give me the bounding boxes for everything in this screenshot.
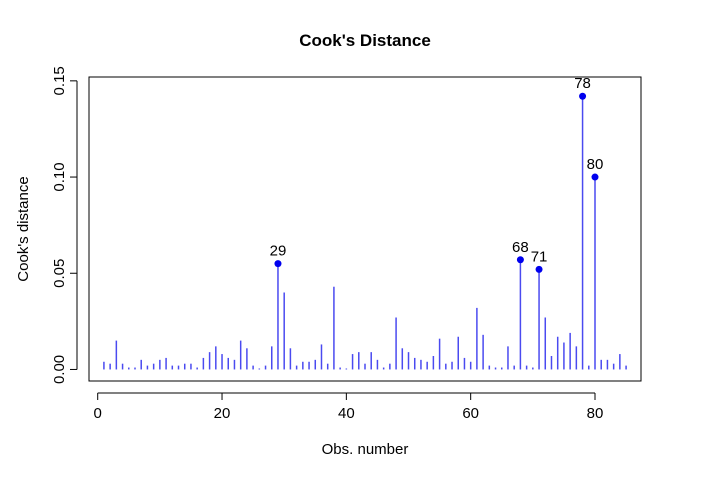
- point-label: 80: [587, 156, 604, 173]
- x-axis: 0 20 40 60 80: [94, 392, 604, 422]
- y-tick-label: 0.15: [51, 66, 68, 95]
- bars-group: [103, 96, 627, 370]
- x-axis-label: Obs. number: [322, 441, 409, 458]
- y-axis-label: Cook's distance: [15, 176, 32, 281]
- plot-frame: [88, 76, 642, 382]
- point-label: 29: [270, 243, 287, 260]
- chart-title: Cook's Distance: [299, 31, 431, 50]
- point-label: 71: [531, 248, 548, 265]
- y-axis: 0.00 0.05 0.10 0.15: [51, 66, 78, 384]
- highlight-point: [516, 256, 524, 264]
- highlight-point: [591, 173, 599, 181]
- point-label: 78: [574, 75, 591, 92]
- highlight-point: [535, 265, 543, 273]
- x-tick-label: 0: [94, 405, 102, 422]
- x-tick-label: 20: [214, 405, 231, 422]
- x-tick-label: 60: [462, 405, 479, 422]
- y-tick-label: 0.10: [51, 162, 68, 191]
- point-label: 68: [512, 239, 529, 256]
- y-tick-label: 0.05: [51, 259, 68, 288]
- x-tick-label: 40: [338, 405, 355, 422]
- highlight-point: [579, 92, 587, 100]
- highlight-point: [274, 260, 282, 268]
- y-tick-label: 0.00: [51, 355, 68, 384]
- x-tick-label: 80: [587, 405, 604, 422]
